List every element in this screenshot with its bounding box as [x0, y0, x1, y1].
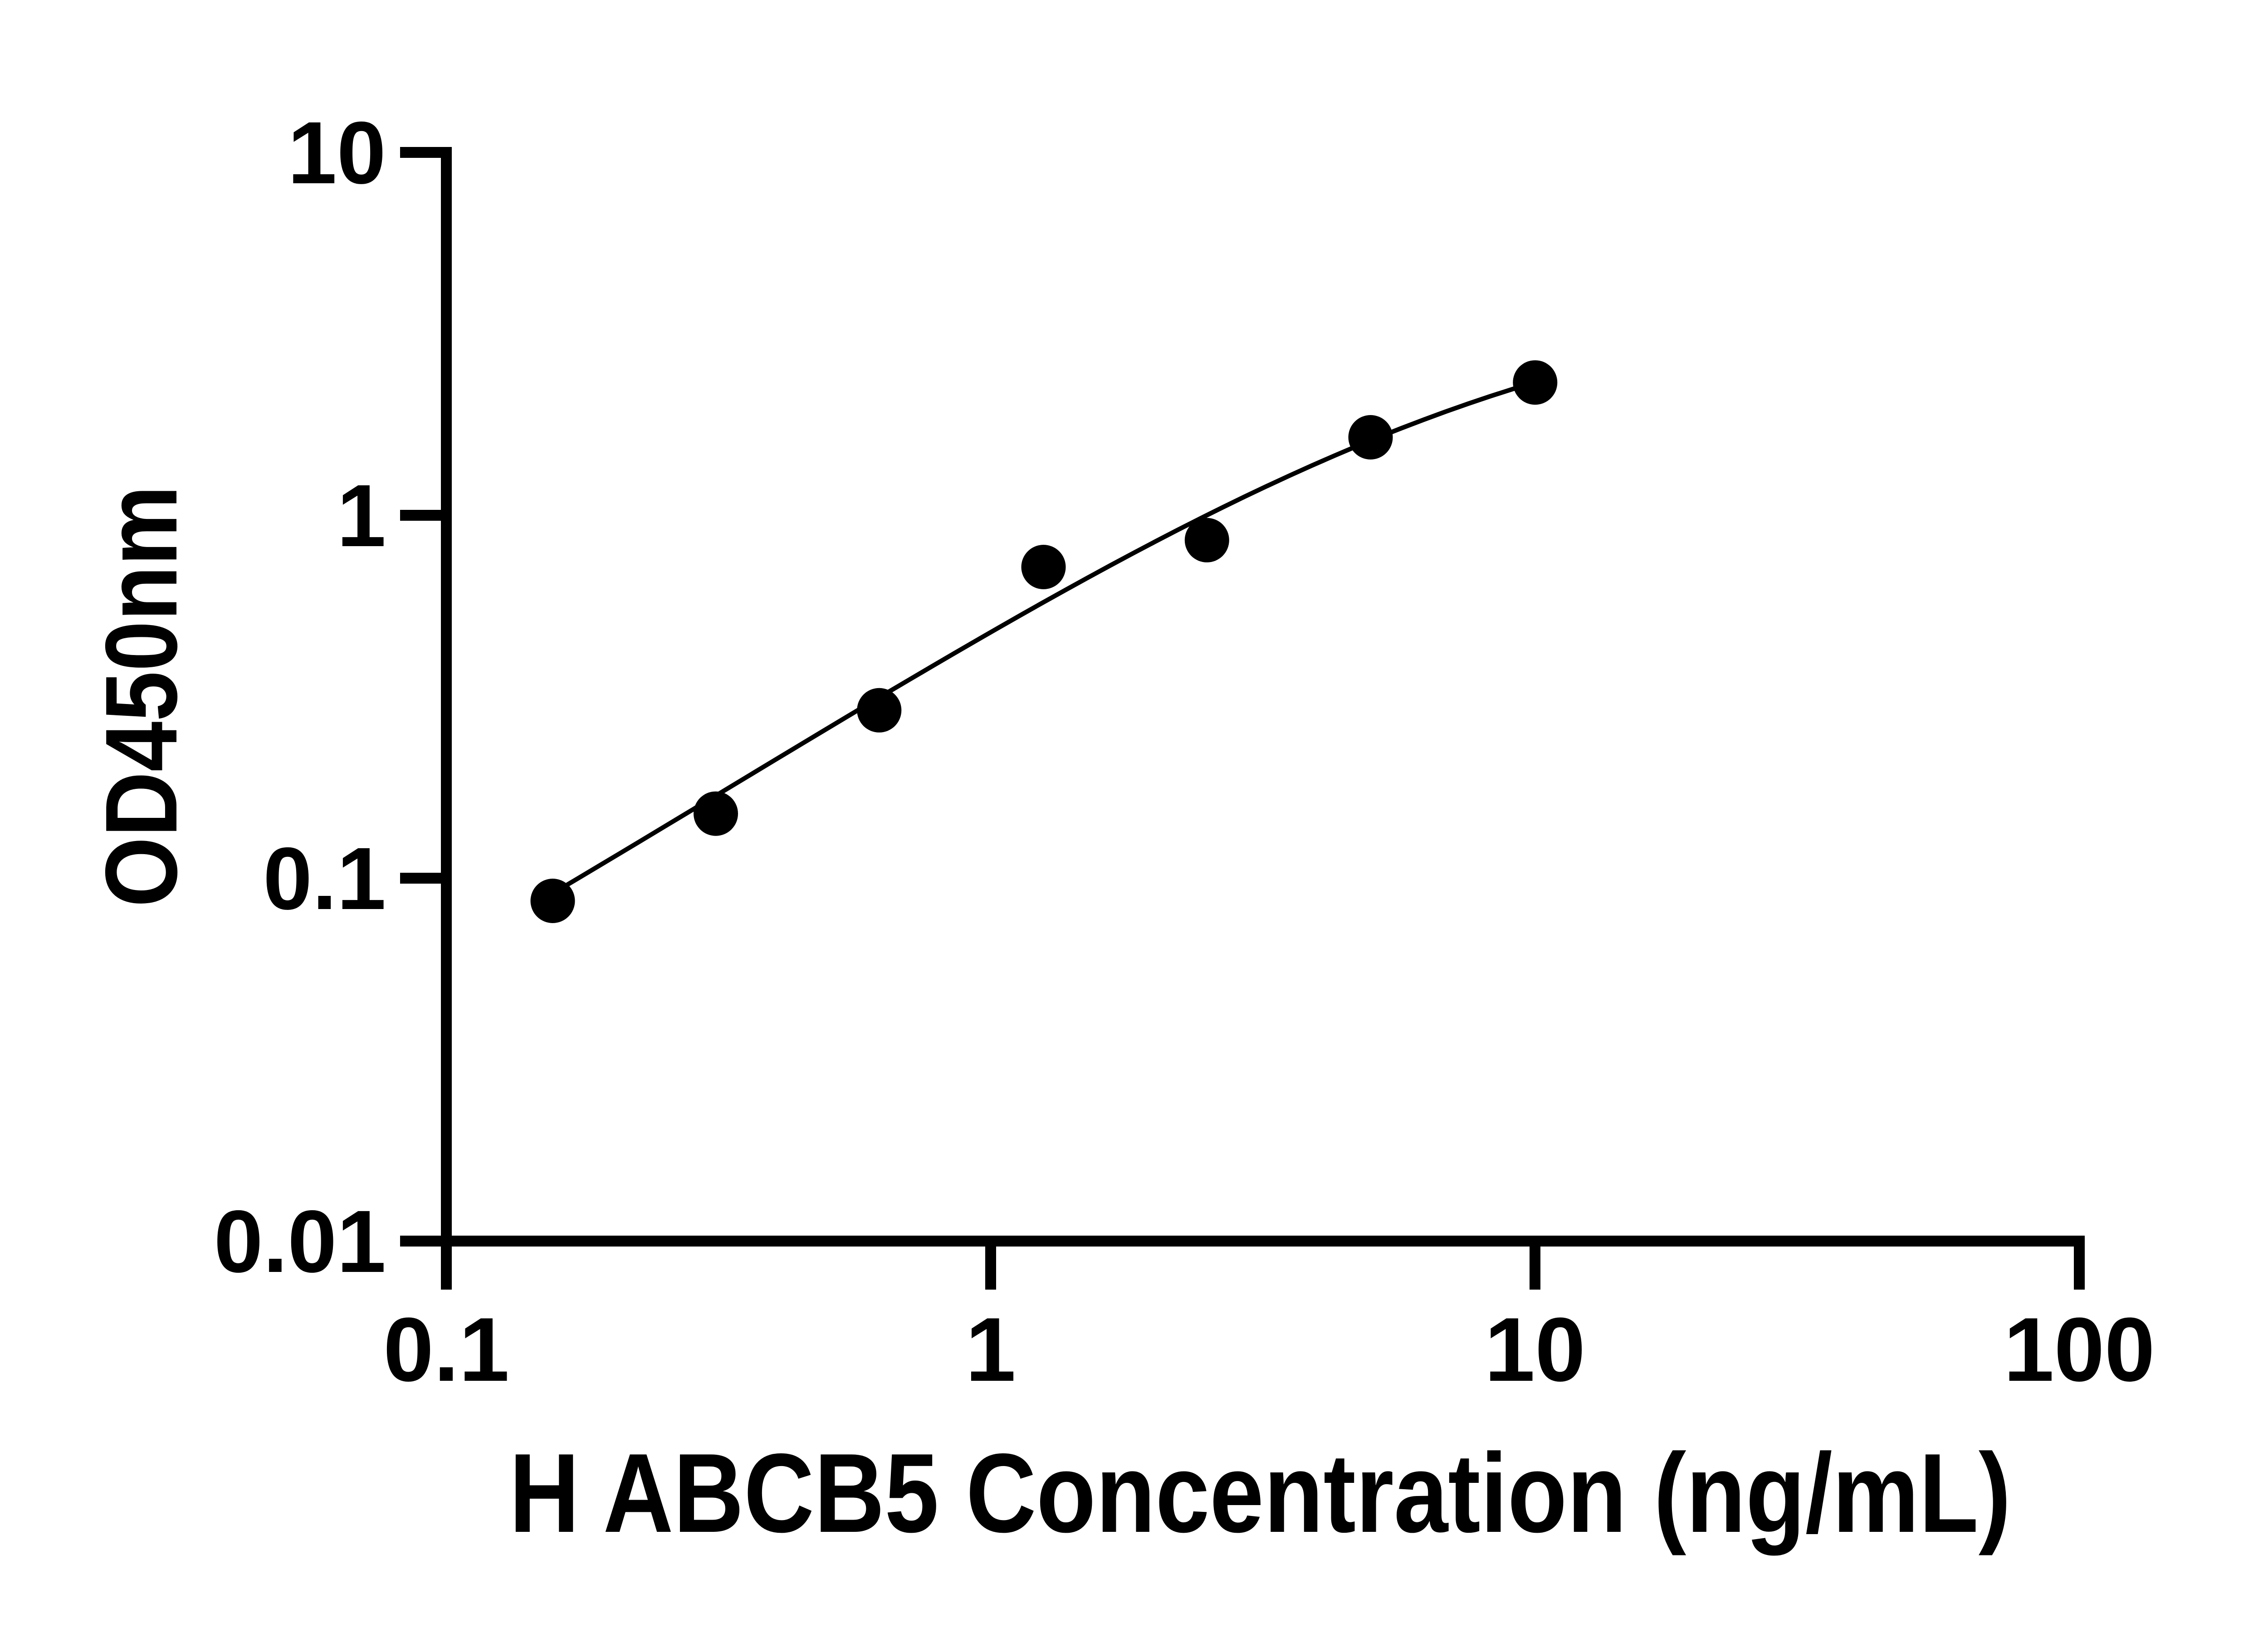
svg-text:1: 1 [337, 466, 386, 565]
svg-text:H ABCB5 Concentration (ng/mL): H ABCB5 Concentration (ng/mL) [509, 1430, 2011, 1556]
svg-text:0.1: 0.1 [263, 829, 386, 928]
svg-text:10: 10 [288, 103, 386, 202]
svg-text:10: 10 [1485, 1299, 1585, 1400]
svg-text:0.01: 0.01 [214, 1192, 386, 1291]
svg-text:OD450nm: OD450nm [84, 485, 198, 907]
svg-text:1: 1 [965, 1299, 1016, 1400]
svg-text:0.1: 0.1 [383, 1299, 509, 1400]
svg-text:100: 100 [2004, 1299, 2155, 1400]
